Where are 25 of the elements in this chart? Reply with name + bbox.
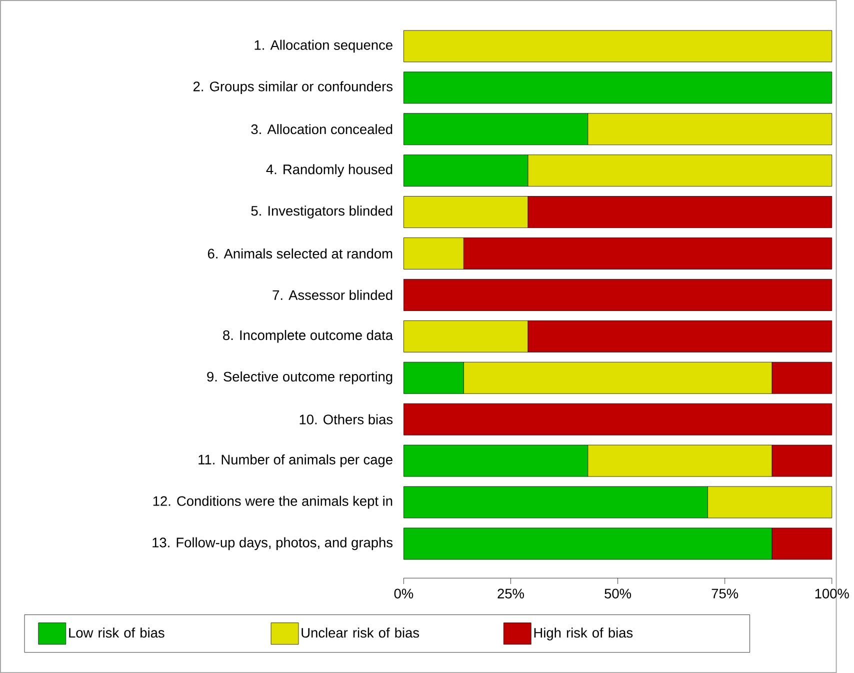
y-tick-label: 6. Animals selected at random	[208, 248, 392, 258]
bar	[404, 72, 832, 104]
y-tick-label: 1. Allocation sequence	[254, 40, 392, 53]
y-tick-label: 12. Conditions were the animals kept in	[153, 496, 392, 509]
y-tick-label: 4. Randomly housed	[266, 164, 392, 177]
y-tick-label: 11. Number of animals per cage	[198, 454, 392, 468]
bar	[404, 30, 832, 62]
bar	[404, 403, 832, 436]
x-tick-label: 0%	[394, 588, 414, 598]
y-tick-label: 3. Allocation concealed	[251, 124, 392, 134]
y-tick-label: 13. Follow-up days, photos, and graphs	[152, 537, 393, 550]
x-tick-label: 25%	[498, 588, 524, 598]
bar	[404, 278, 832, 311]
x-tick-label: 100%	[815, 588, 849, 598]
y-tick-label: 5. Investigators blinded	[251, 206, 392, 218]
y-tick-label: 10. Others bias	[300, 414, 393, 424]
y-tick-label: 2. Groups similar or confounders	[193, 81, 393, 94]
y-tick-label: 8. Incomplete outcome data	[223, 330, 394, 343]
legend-label: Low risk of bias	[69, 628, 164, 638]
x-tick-label: 50%	[604, 588, 632, 598]
legend-label: Unclear risk of bias	[302, 628, 420, 638]
legend-label: High risk of bias	[534, 628, 633, 640]
y-tick-label: 7. Assessor blinded	[272, 290, 392, 300]
y-tick-label: 9. Selective outcome reporting	[207, 371, 392, 384]
x-tick-label: 75%	[712, 588, 738, 598]
